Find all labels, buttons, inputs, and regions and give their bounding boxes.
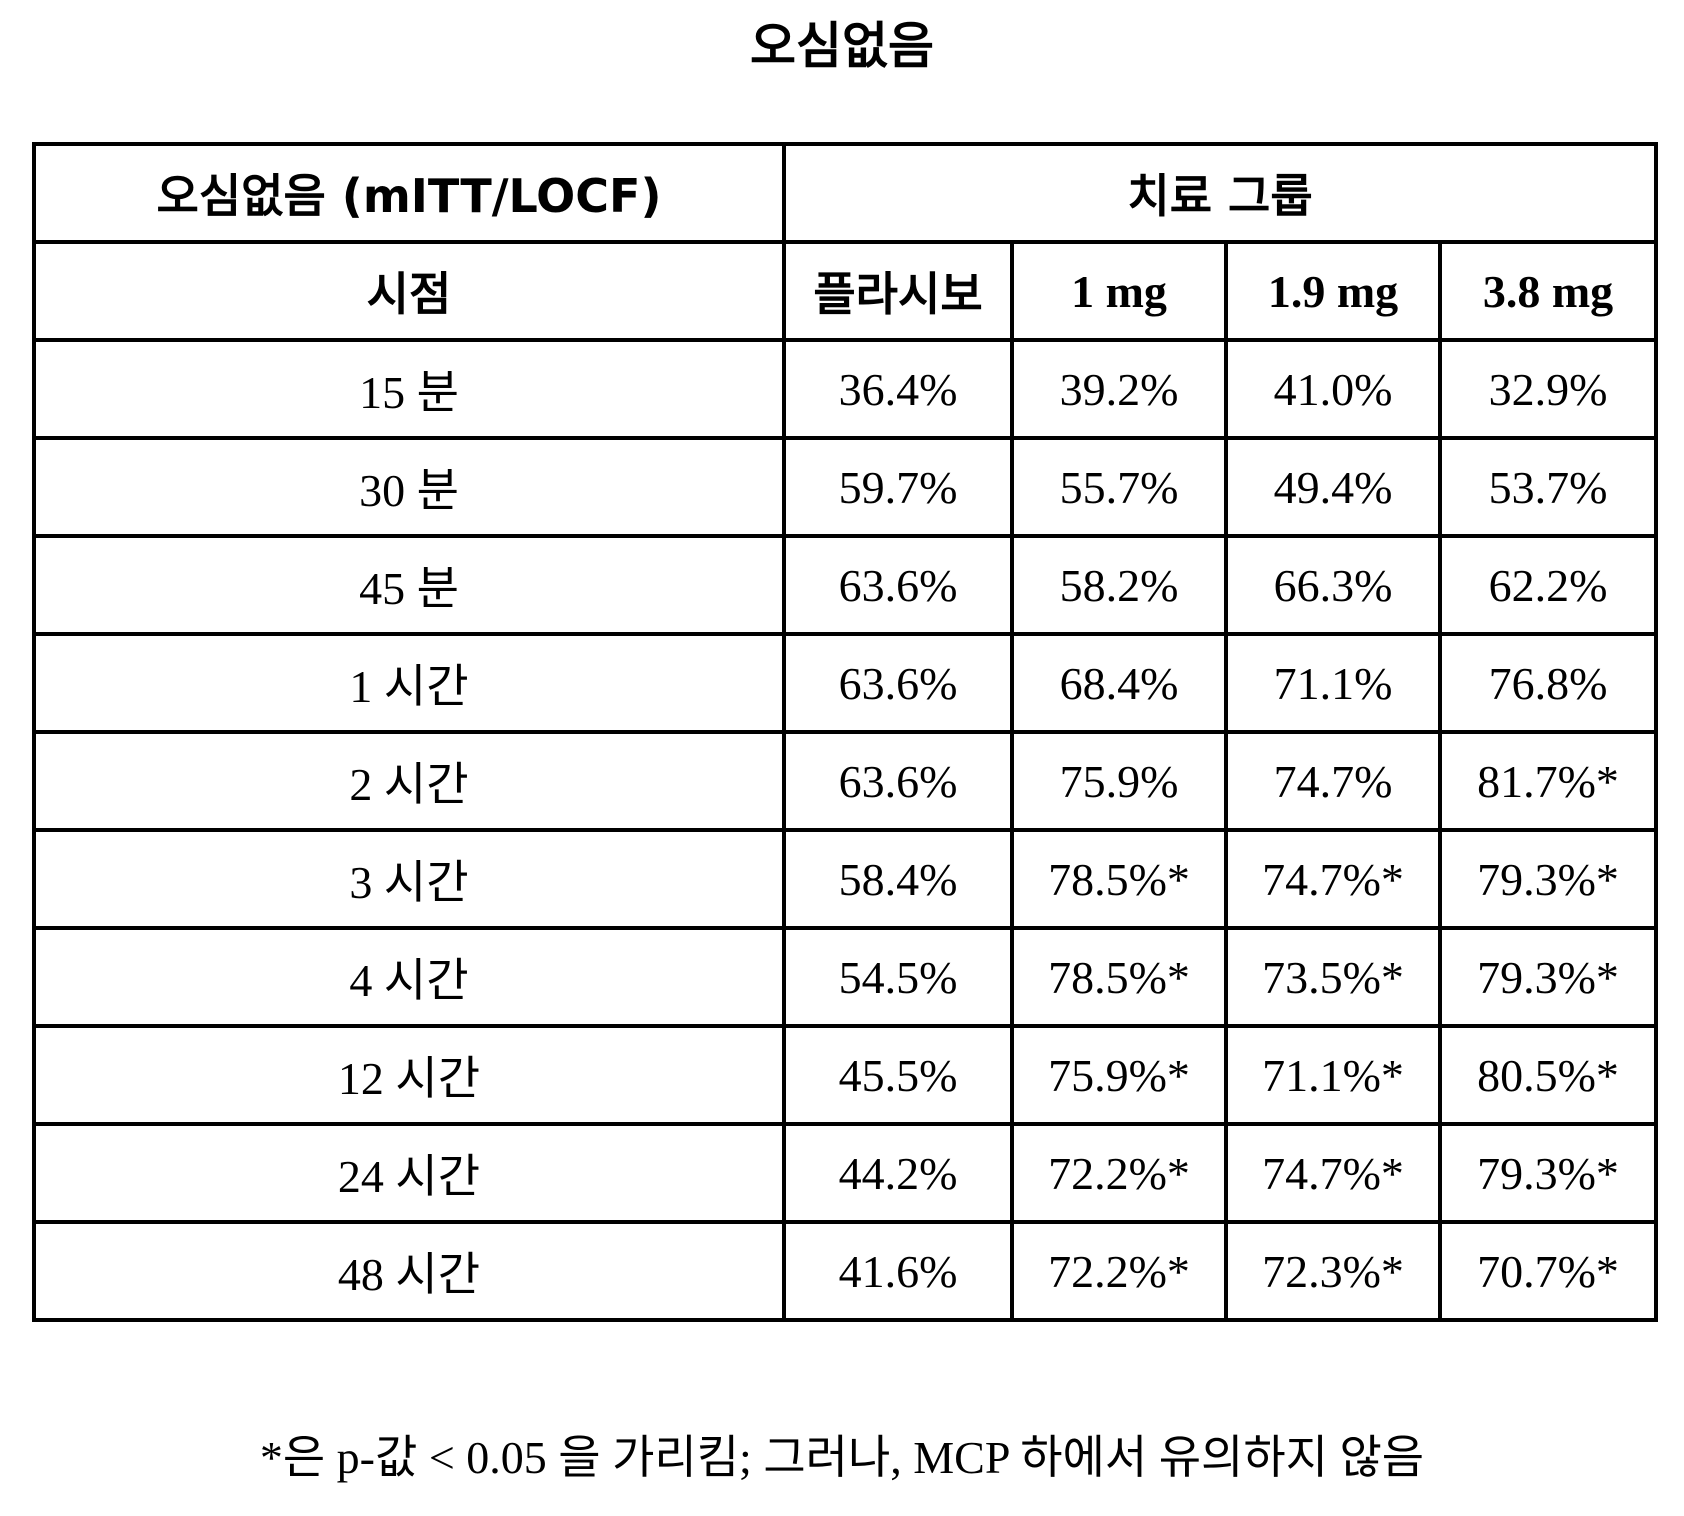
endpoint-header: 오심없음 (mITT/LOCF) [32, 142, 786, 244]
timepoint-cell: 45 분 [32, 534, 786, 636]
value-cell-placebo: 63.6% [782, 730, 1014, 832]
table-row: 4 시간 54.5% 78.5%* 73.5%* 79.3%* [32, 926, 1659, 1028]
column-header-1-9mg: 1.9 mg [1224, 240, 1442, 342]
treatment-group-header: 치료 그룹 [781, 142, 1659, 244]
table-row: 15 분 36.4% 39.2% 41.0% 32.9% [32, 338, 1659, 440]
value-cell-1-9mg: 66.3% [1224, 534, 1442, 636]
table-row: 30 분 59.7% 55.7% 49.4% 53.7% [32, 436, 1659, 538]
timepoint-cell: 2 시간 [32, 730, 786, 832]
value-cell-3-8mg: 76.8% [1437, 632, 1659, 734]
value-cell-placebo: 54.5% [782, 926, 1014, 1028]
value-cell-3-8mg: 79.3%* [1437, 828, 1659, 930]
column-header-3-8mg: 3.8 mg [1437, 240, 1659, 342]
value-cell-1mg: 75.9% [1010, 730, 1228, 832]
value-cell-1-9mg: 74.7% [1224, 730, 1442, 832]
value-cell-placebo: 45.5% [782, 1024, 1014, 1126]
value-cell-1mg: 68.4% [1010, 632, 1228, 734]
value-cell-1-9mg: 74.7%* [1224, 828, 1442, 930]
value-cell-1-9mg: 72.3%* [1224, 1220, 1442, 1322]
timepoint-cell: 48 시간 [32, 1220, 786, 1322]
value-cell-1-9mg: 71.1% [1224, 632, 1442, 734]
table-body: 15 분 36.4% 39.2% 41.0% 32.9% 30 분 59.7% 55.7% 49… [32, 338, 1659, 1322]
value-cell-placebo: 44.2% [782, 1122, 1014, 1224]
timepoint-cell: 4 시간 [32, 926, 786, 1028]
table-row: 24 시간 44.2% 72.2%* 74.7%* 79.3%* [32, 1122, 1659, 1224]
footnote: *은 p-값 < 0.05 을 가리킴; 그러나, MCP 하에서 유의하지 않… [259, 1432, 1425, 1483]
value-cell-placebo: 59.7% [782, 436, 1014, 538]
table-row: 48 시간 41.6% 72.2%* 72.3%* 70.7%* [32, 1220, 1659, 1322]
column-header-1mg: 1 mg [1010, 240, 1228, 342]
value-cell-placebo: 36.4% [782, 338, 1014, 440]
value-cell-3-8mg: 62.2% [1437, 534, 1659, 636]
value-cell-1-9mg: 71.1%* [1224, 1024, 1442, 1126]
header-row-1: 오심없음 (mITT/LOCF) 치료 그룹 [32, 142, 1659, 244]
value-cell-placebo: 63.6% [782, 632, 1014, 734]
timepoint-cell: 24 시간 [32, 1122, 786, 1224]
timepoint-cell: 15 분 [32, 338, 786, 440]
table-row: 3 시간 58.4% 78.5%* 74.7%* 79.3%* [32, 828, 1659, 930]
value-cell-1mg: 78.5%* [1010, 926, 1228, 1028]
page-title: 오심없음 [750, 17, 934, 75]
value-cell-1mg: 72.2%* [1010, 1122, 1228, 1224]
value-cell-1mg: 75.9%* [1010, 1024, 1228, 1126]
value-cell-1-9mg: 73.5%* [1224, 926, 1442, 1028]
timepoint-cell: 1 시간 [32, 632, 786, 734]
value-cell-1-9mg: 41.0% [1224, 338, 1442, 440]
value-cell-1mg: 39.2% [1010, 338, 1228, 440]
timepoint-cell: 30 분 [32, 436, 786, 538]
value-cell-1-9mg: 49.4% [1224, 436, 1442, 538]
value-cell-3-8mg: 80.5%* [1437, 1024, 1659, 1126]
results-table: 오심없음 (mITT/LOCF) 치료 그룹 시점 플라시보 1 mg 1.9 … [32, 142, 1659, 1322]
endpoint-header-label: 오심없음 (mITT/LOCF) [156, 169, 662, 223]
value-cell-placebo: 41.6% [782, 1220, 1014, 1322]
table-row: 45 분 63.6% 58.2% 66.3% 62.2% [32, 534, 1659, 636]
value-cell-3-8mg: 79.3%* [1437, 1122, 1659, 1224]
value-cell-3-8mg: 32.9% [1437, 338, 1659, 440]
timepoint-cell: 12 시간 [32, 1024, 786, 1126]
table-row: 12 시간 45.5% 75.9%* 71.1%* 80.5%* [32, 1024, 1659, 1126]
timepoint-cell: 3 시간 [32, 828, 786, 930]
value-cell-3-8mg: 79.3%* [1437, 926, 1659, 1028]
value-cell-3-8mg: 53.7% [1437, 436, 1659, 538]
value-cell-3-8mg: 70.7%* [1437, 1220, 1659, 1322]
value-cell-placebo: 63.6% [782, 534, 1014, 636]
table-row: 2 시간 63.6% 75.9% 74.7% 81.7%* [32, 730, 1659, 832]
value-cell-1mg: 72.2%* [1010, 1220, 1228, 1322]
value-cell-1mg: 58.2% [1010, 534, 1228, 636]
header-row-2: 시점 플라시보 1 mg 1.9 mg 3.8 mg [32, 240, 1659, 342]
value-cell-placebo: 58.4% [782, 828, 1014, 930]
value-cell-1mg: 78.5%* [1010, 828, 1228, 930]
value-cell-3-8mg: 81.7%* [1437, 730, 1659, 832]
timepoint-header: 시점 [32, 240, 786, 342]
column-header-placebo: 플라시보 [782, 240, 1014, 342]
value-cell-1mg: 55.7% [1010, 436, 1228, 538]
table-row: 1 시간 63.6% 68.4% 71.1% 76.8% [32, 632, 1659, 734]
value-cell-1-9mg: 74.7%* [1224, 1122, 1442, 1224]
